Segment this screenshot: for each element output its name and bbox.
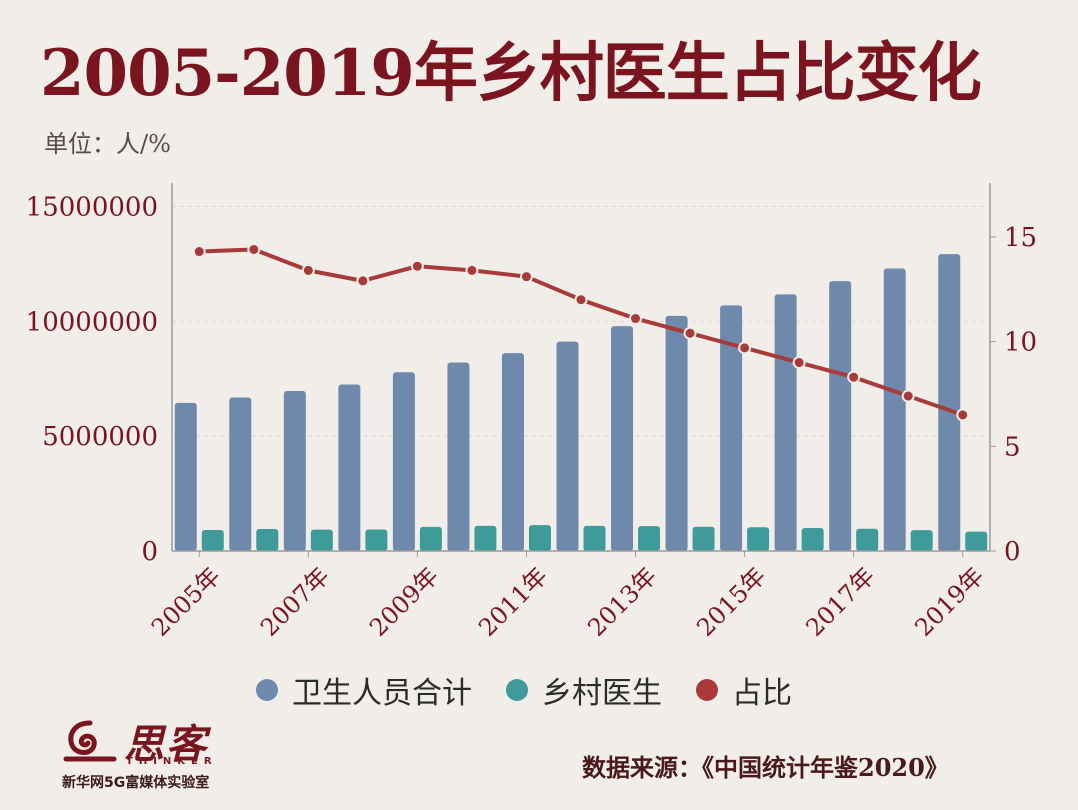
bar-total bbox=[829, 281, 852, 551]
bar-doctor bbox=[256, 528, 279, 551]
x-tick-label: 2019年 bbox=[909, 562, 989, 642]
y-right-tick-label: 10 bbox=[1004, 328, 1037, 358]
y-left-tick-label: 5000000 bbox=[42, 422, 158, 452]
bar-doctor bbox=[747, 527, 770, 551]
data-source: 数据来源：《中国统计年鉴2020》 bbox=[582, 753, 949, 782]
spiral-logo-icon bbox=[63, 720, 117, 762]
ratio-point bbox=[901, 389, 915, 403]
bar-doctor bbox=[310, 529, 333, 551]
legend-label-doctor: 乡村医生 bbox=[542, 676, 662, 711]
legend-item-total: 卫生人员合计 bbox=[256, 668, 472, 712]
ratio-point bbox=[574, 293, 588, 307]
y-left-tick-label: 0 bbox=[141, 537, 158, 567]
legend: 卫生人员合计 乡村医生 占比 bbox=[256, 668, 792, 712]
ratio-point bbox=[247, 242, 261, 256]
logo-mark: 思客 bbox=[62, 712, 232, 770]
bar-total bbox=[229, 397, 252, 551]
x-tick-label: 2017年 bbox=[800, 562, 880, 642]
ratio-point bbox=[738, 341, 752, 355]
legend-label-ratio: 占比 bbox=[732, 676, 792, 711]
x-tick-label: 2007年 bbox=[255, 562, 335, 642]
bar-total bbox=[883, 268, 906, 551]
bar-doctor bbox=[965, 531, 988, 551]
x-tick-label: 2015年 bbox=[691, 562, 771, 642]
chart-title: 2005-2019年乡村医生占比变化 bbox=[40, 36, 982, 111]
ratio-point bbox=[629, 312, 643, 326]
bar-doctor bbox=[910, 530, 933, 551]
x-tick-label: 2013年 bbox=[582, 562, 662, 642]
ratio-point bbox=[192, 245, 206, 259]
legend-item-doctor: 乡村医生 bbox=[506, 668, 662, 712]
thinker-logo: 思客 THINKER 新华网5G富媒体实验室 bbox=[62, 712, 232, 791]
bar-doctor bbox=[474, 525, 497, 551]
legend-dot-ratio bbox=[696, 679, 718, 701]
bar-doctor bbox=[583, 525, 606, 551]
bar-total bbox=[338, 384, 361, 551]
bar-total bbox=[556, 341, 579, 551]
bar-total bbox=[501, 353, 524, 551]
ratio-point bbox=[792, 356, 806, 370]
y-left-tick-label: 10000000 bbox=[26, 307, 158, 337]
bar-total bbox=[774, 294, 797, 551]
logo-subtitle: 新华网5G富媒体实验室 bbox=[62, 775, 210, 791]
bar-doctor bbox=[638, 526, 661, 551]
ratio-point bbox=[356, 274, 370, 288]
ratio-point bbox=[465, 263, 479, 277]
ratio-point bbox=[519, 270, 533, 284]
bar-doctor bbox=[528, 525, 551, 551]
bar-total bbox=[720, 305, 743, 551]
bar-doctor bbox=[201, 529, 224, 551]
bar-doctor bbox=[365, 529, 388, 551]
bar-total bbox=[283, 391, 306, 551]
y-right-tick-label: 0 bbox=[1004, 537, 1021, 567]
y-left-tick-label: 15000000 bbox=[26, 192, 158, 222]
legend-item-ratio: 占比 bbox=[696, 668, 792, 712]
bar-total bbox=[392, 372, 415, 551]
legend-dot-doctor bbox=[506, 679, 528, 701]
bar-total bbox=[611, 326, 634, 551]
unit-label: 单位：人/% bbox=[44, 130, 171, 158]
ratio-point bbox=[956, 408, 970, 422]
y-right-tick-label: 5 bbox=[1004, 432, 1021, 462]
x-tick-label: 2009年 bbox=[364, 562, 444, 642]
bar-line-chart: 0 5000000 10000000 15000000 0 5 10 15 2005年 2007年… bbox=[26, 183, 1037, 642]
bar-doctor bbox=[801, 528, 824, 551]
ratio-point bbox=[847, 370, 861, 384]
ratio-point bbox=[301, 263, 315, 277]
ratio-point bbox=[683, 326, 697, 340]
legend-label-total: 卫生人员合计 bbox=[292, 676, 472, 711]
logo-name-en: THINKER bbox=[126, 756, 218, 767]
ratio-point bbox=[410, 259, 424, 273]
bar-total bbox=[665, 315, 688, 551]
bar-total bbox=[938, 254, 961, 551]
bar-total bbox=[447, 362, 470, 551]
bar-doctor bbox=[419, 526, 442, 551]
legend-dot-total bbox=[256, 679, 278, 701]
bar-total bbox=[174, 402, 197, 551]
x-tick-label: 2005年 bbox=[146, 562, 226, 642]
bar-doctor bbox=[856, 528, 879, 551]
bar-doctor bbox=[692, 526, 715, 551]
y-right-tick-label: 15 bbox=[1004, 223, 1037, 253]
logo-name: 思客 bbox=[124, 721, 208, 768]
x-tick-label: 2011年 bbox=[473, 562, 553, 642]
